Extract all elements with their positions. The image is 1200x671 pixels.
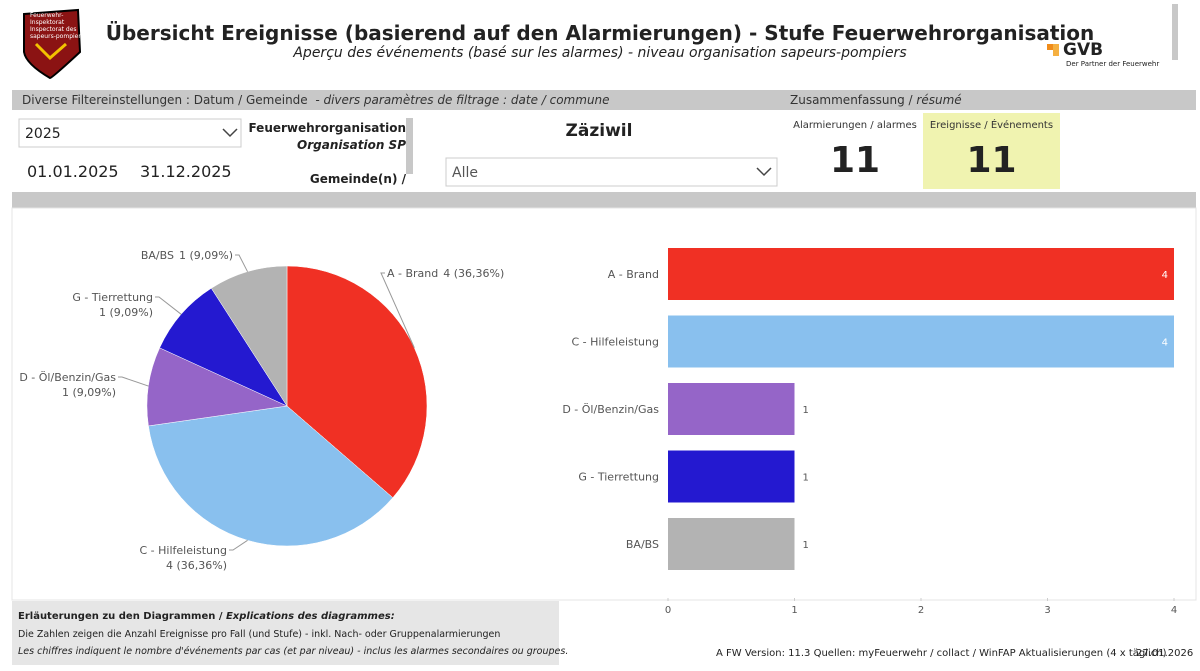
pie-label: G - Tierrettung 1 (9,09%) <box>72 291 153 319</box>
x-tick-label: 4 <box>1171 605 1177 616</box>
subtitle: Aperçu des événements (basé sur les alar… <box>293 45 907 61</box>
data-label: 4 <box>1162 338 1168 349</box>
x-tick-label: 0 <box>665 605 671 616</box>
bar <box>668 248 1174 300</box>
value-label: 4 (36,36%) <box>166 559 227 572</box>
org-label-fr: Organisation SP <box>297 138 406 152</box>
brand-mark <box>1047 44 1053 50</box>
year-value[interactable]: 2025 <box>25 126 61 142</box>
category-label: BA/BS <box>626 538 659 551</box>
pie-slice <box>148 405 394 547</box>
x-tick-label: 1 <box>791 605 797 616</box>
pie-slice <box>286 265 428 499</box>
x-tick-label: 2 <box>918 605 924 616</box>
leader-line <box>380 272 415 349</box>
value-label: 1 (9,09%) <box>99 306 153 319</box>
value-label: 4 (36,36%) <box>443 267 504 280</box>
bar <box>668 383 795 435</box>
text: Explications des diagrammes: <box>225 611 395 622</box>
leader-line <box>229 539 248 551</box>
pie-slice <box>210 265 288 407</box>
category-label: D - Öl/Benzin/Gas <box>562 403 659 416</box>
logo-line: sapeurs-pompiers <box>30 33 84 40</box>
logo-shield <box>23 8 82 80</box>
kpi-label: Alarmierungen / alarmes <box>793 120 917 131</box>
data-label: 4 <box>1162 270 1168 281</box>
scroll-indicator <box>406 118 413 174</box>
category-label: G - Tierrettung <box>72 291 153 304</box>
municipality-dropdown[interactable] <box>445 157 778 187</box>
kpi-value: 11 <box>966 140 1017 181</box>
x-tick-label: 3 <box>1044 605 1050 616</box>
bar <box>668 315 1174 368</box>
bar <box>668 450 795 503</box>
text: Zusammenfassung / <box>790 93 913 107</box>
footer-info: A FW Version: 11.3 Quellen: myFeuerwehr … <box>716 648 1167 659</box>
date-from: 01.01.2025 <box>27 162 119 181</box>
notes-line: Die Zahlen zeigen die Anzahl Ereignisse … <box>18 629 501 640</box>
kpi-label: Ereignisse / Événements <box>929 120 1054 131</box>
municipality-label: Gemeinde(n) / <box>309 172 406 186</box>
brand: GVB <box>1063 40 1104 60</box>
category-label: BA/BS <box>141 249 174 262</box>
divider-bar <box>12 192 1196 208</box>
logo-line: Feuerwehr- <box>30 12 64 19</box>
kpi-highlight <box>923 113 1060 189</box>
value-label: 1 (9,09%) <box>62 386 116 399</box>
date-to: 31.12.2025 <box>140 162 232 181</box>
data-label: 1 <box>803 540 809 551</box>
text: résumé <box>916 93 962 107</box>
brand-mark <box>1053 44 1059 56</box>
data-label: 1 <box>803 473 809 484</box>
leader-line <box>118 376 149 387</box>
title: Übersicht Ereignisse (basierend auf den … <box>105 21 1095 45</box>
logo-mark <box>34 42 67 61</box>
data-label: 1 <box>803 405 809 416</box>
brand-tagline: Der Partner der Feuerwehr <box>1066 60 1160 68</box>
leader-line <box>235 254 249 272</box>
value-label: 1 (9,09%) <box>179 249 233 262</box>
dropdown-arrow <box>756 167 772 177</box>
year-dropdown[interactable] <box>18 118 242 148</box>
text: Erläuterungen zu den Diagrammen / <box>18 611 223 622</box>
logo-line: Inspektorat <box>30 19 65 26</box>
category-label: C - Hilfeleistung <box>571 336 659 349</box>
category-label: A - Brand <box>387 267 438 280</box>
scrollbar <box>1172 4 1178 60</box>
pie-label: BA/BS 1 (9,09%) <box>141 249 233 262</box>
logo-text: Feuerwehr- Inspektorat Inspectorat des s… <box>30 12 84 40</box>
filter-bar <box>12 90 1196 110</box>
pie-slice <box>146 347 288 427</box>
notes-heading: Erläuterungen zu den Diagrammen / Explic… <box>18 611 395 622</box>
bar <box>668 518 795 570</box>
category-label: D - Öl/Benzin/Gas <box>19 371 116 384</box>
pie-label: D - Öl/Benzin/Gas 1 (9,09%) <box>19 371 116 399</box>
org-label: Feuerwehrorganisation <box>248 121 406 135</box>
pie-label: A - Brand 4 (36,36%) <box>387 267 504 280</box>
text: - divers paramètres de filtrage : date /… <box>315 93 610 107</box>
leader-line <box>155 296 182 315</box>
category-label: G - Tierrettung <box>578 471 659 484</box>
category-label: A - Brand <box>608 268 659 281</box>
municipality-value[interactable]: Alle <box>452 165 478 181</box>
category-label: C - Hilfeleistung <box>139 544 227 557</box>
pie-slice <box>159 287 288 407</box>
filter-heading: Diverse Filtereinstellungen : Datum / Ge… <box>22 93 610 107</box>
organisation: Zäziwil <box>565 121 633 141</box>
kpi-value: 11 <box>829 140 881 181</box>
text: Diverse Filtereinstellungen : Datum / Ge… <box>22 93 308 107</box>
pie-label: C - Hilfeleistung 4 (36,36%) <box>139 544 227 572</box>
summary-heading: Zusammenfassung / résumé <box>790 93 962 107</box>
notes-box <box>12 601 559 665</box>
dropdown-arrow <box>222 128 238 138</box>
footer-date: 27.01.2026 <box>1136 648 1194 659</box>
logo-line: Inspectorat des <box>30 26 77 33</box>
notes-line: Les chiffres indiquent le nombre d'événe… <box>18 646 569 657</box>
